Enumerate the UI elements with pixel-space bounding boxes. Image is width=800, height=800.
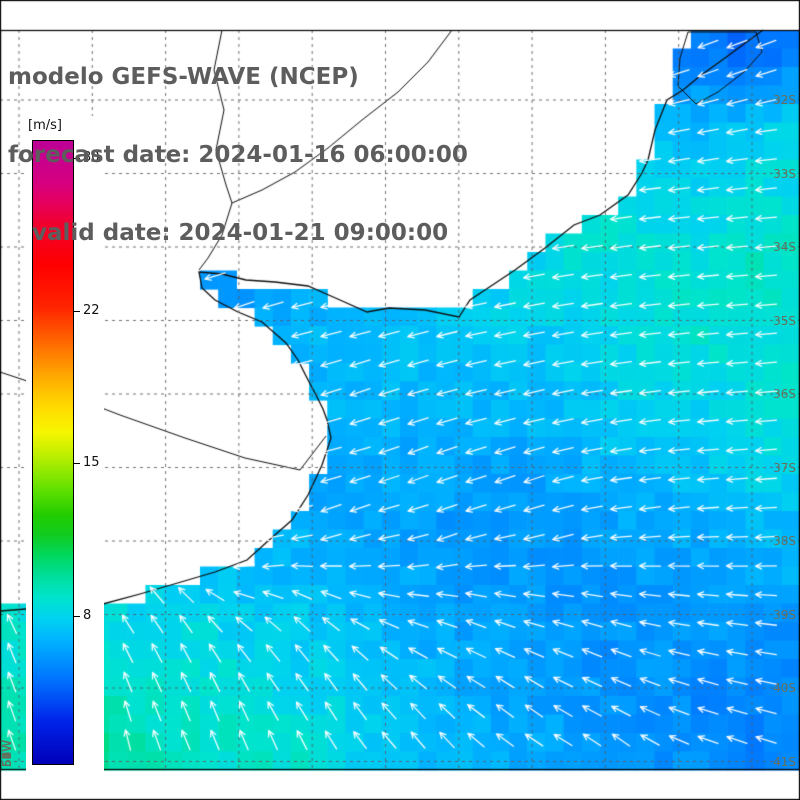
colorbar-tick-mark	[73, 463, 80, 464]
colorbar: [m/s] 30 22 15 8	[26, 116, 104, 772]
model-title: modelo GEFS-WAVE (NCEP)	[8, 64, 359, 90]
colorbar-tick-label: 15	[83, 455, 100, 470]
colorbar-tick-mark	[73, 158, 80, 159]
colorbar-tick-mark	[73, 616, 80, 617]
valid-date: valid date: 2024-01-21 09:00:00	[8, 220, 449, 246]
colorbar-gradient	[32, 140, 74, 765]
colorbar-tick-mark	[73, 311, 80, 312]
colorbar-unit-label: [m/s]	[28, 118, 62, 133]
header: modelo GEFS-WAVE (NCEP) forecast date: 2…	[8, 12, 468, 298]
colorbar-tick-label: 22	[83, 303, 100, 318]
colorbar-tick-label: 8	[83, 608, 92, 623]
colorbar-tick-label: 30	[83, 150, 100, 165]
forecast-date: forecast date: 2024-01-16 06:00:00	[8, 142, 468, 168]
